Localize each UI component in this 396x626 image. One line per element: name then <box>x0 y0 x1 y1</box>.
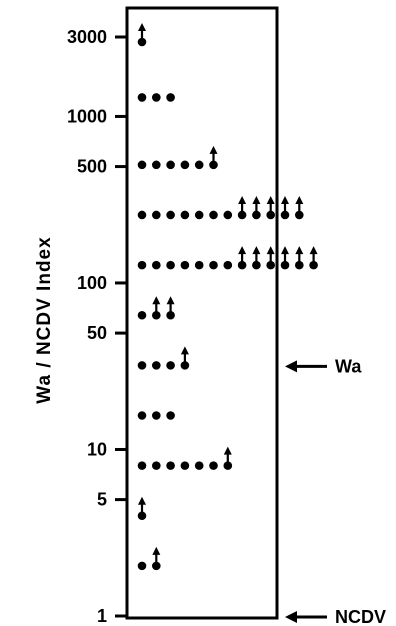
data-point <box>137 210 147 220</box>
greater-than-point <box>266 195 276 220</box>
y-tick-label: 50 <box>87 323 107 343</box>
data-point <box>152 93 161 102</box>
reference-marker-label: NCDV <box>335 607 386 626</box>
data-point <box>137 260 147 270</box>
data-points <box>137 22 318 571</box>
greater-than-point <box>237 246 247 270</box>
y-axis-title: Wa / NCDV Index <box>34 236 55 403</box>
greater-than-point <box>137 22 147 47</box>
data-point <box>137 361 147 370</box>
data-point <box>194 260 204 270</box>
data-point <box>180 461 190 470</box>
reference-marker-ncdv: NCDV <box>285 607 386 626</box>
data-point <box>137 411 147 420</box>
greater-than-point <box>309 246 318 270</box>
greater-than-point <box>280 246 290 270</box>
data-point <box>223 260 233 270</box>
plot-frame <box>125 6 279 620</box>
y-tick-label: 1000 <box>67 106 107 126</box>
data-point <box>166 411 175 420</box>
y-tick-label: 100 <box>77 273 107 293</box>
data-point <box>166 260 175 270</box>
data-point <box>137 310 147 320</box>
y-tick-label: 3000 <box>67 27 107 47</box>
reference-marker-wa: Wa <box>285 356 362 376</box>
data-point <box>152 210 161 220</box>
data-point <box>180 260 190 270</box>
data-point <box>137 160 147 170</box>
reference-marker-label: Wa <box>335 356 362 376</box>
data-point <box>152 361 161 370</box>
greater-than-point <box>223 446 233 470</box>
greater-than-point <box>252 195 261 220</box>
greater-than-point <box>252 246 261 270</box>
data-point <box>152 260 161 270</box>
data-point <box>166 361 175 370</box>
greater-than-point <box>166 296 175 320</box>
greater-than-point <box>209 145 218 170</box>
greater-than-point <box>152 546 161 571</box>
y-axis-ticks: 3000 1000 500 100 50 10 5 1 <box>67 27 127 626</box>
y-tick-label: 10 <box>87 439 107 459</box>
data-point <box>166 160 175 170</box>
greater-than-point <box>266 246 276 270</box>
greater-than-point <box>237 195 247 220</box>
data-point <box>137 461 147 470</box>
y-tick-label: 500 <box>77 157 107 177</box>
data-point <box>152 461 161 470</box>
data-point <box>152 411 161 420</box>
data-point <box>137 93 147 102</box>
data-point <box>180 160 190 170</box>
data-point <box>180 210 190 220</box>
data-point <box>166 93 175 102</box>
data-point <box>223 210 233 220</box>
data-point <box>166 210 175 220</box>
data-point <box>209 461 218 470</box>
greater-than-point <box>152 296 161 320</box>
greater-than-point <box>280 195 290 220</box>
data-point <box>194 461 204 470</box>
greater-than-point <box>295 246 304 270</box>
data-point <box>194 160 204 170</box>
data-point <box>152 160 161 170</box>
data-point <box>209 210 218 220</box>
y-tick-label: 1 <box>97 606 107 626</box>
reference-markers: Wa NCDV <box>285 356 386 626</box>
data-point <box>166 461 175 470</box>
y-tick-label: 5 <box>97 490 107 510</box>
greater-than-point <box>137 496 147 521</box>
greater-than-point <box>180 346 190 370</box>
data-point <box>209 260 218 270</box>
data-point <box>137 561 147 571</box>
data-point <box>194 210 204 220</box>
greater-than-point <box>295 195 304 220</box>
